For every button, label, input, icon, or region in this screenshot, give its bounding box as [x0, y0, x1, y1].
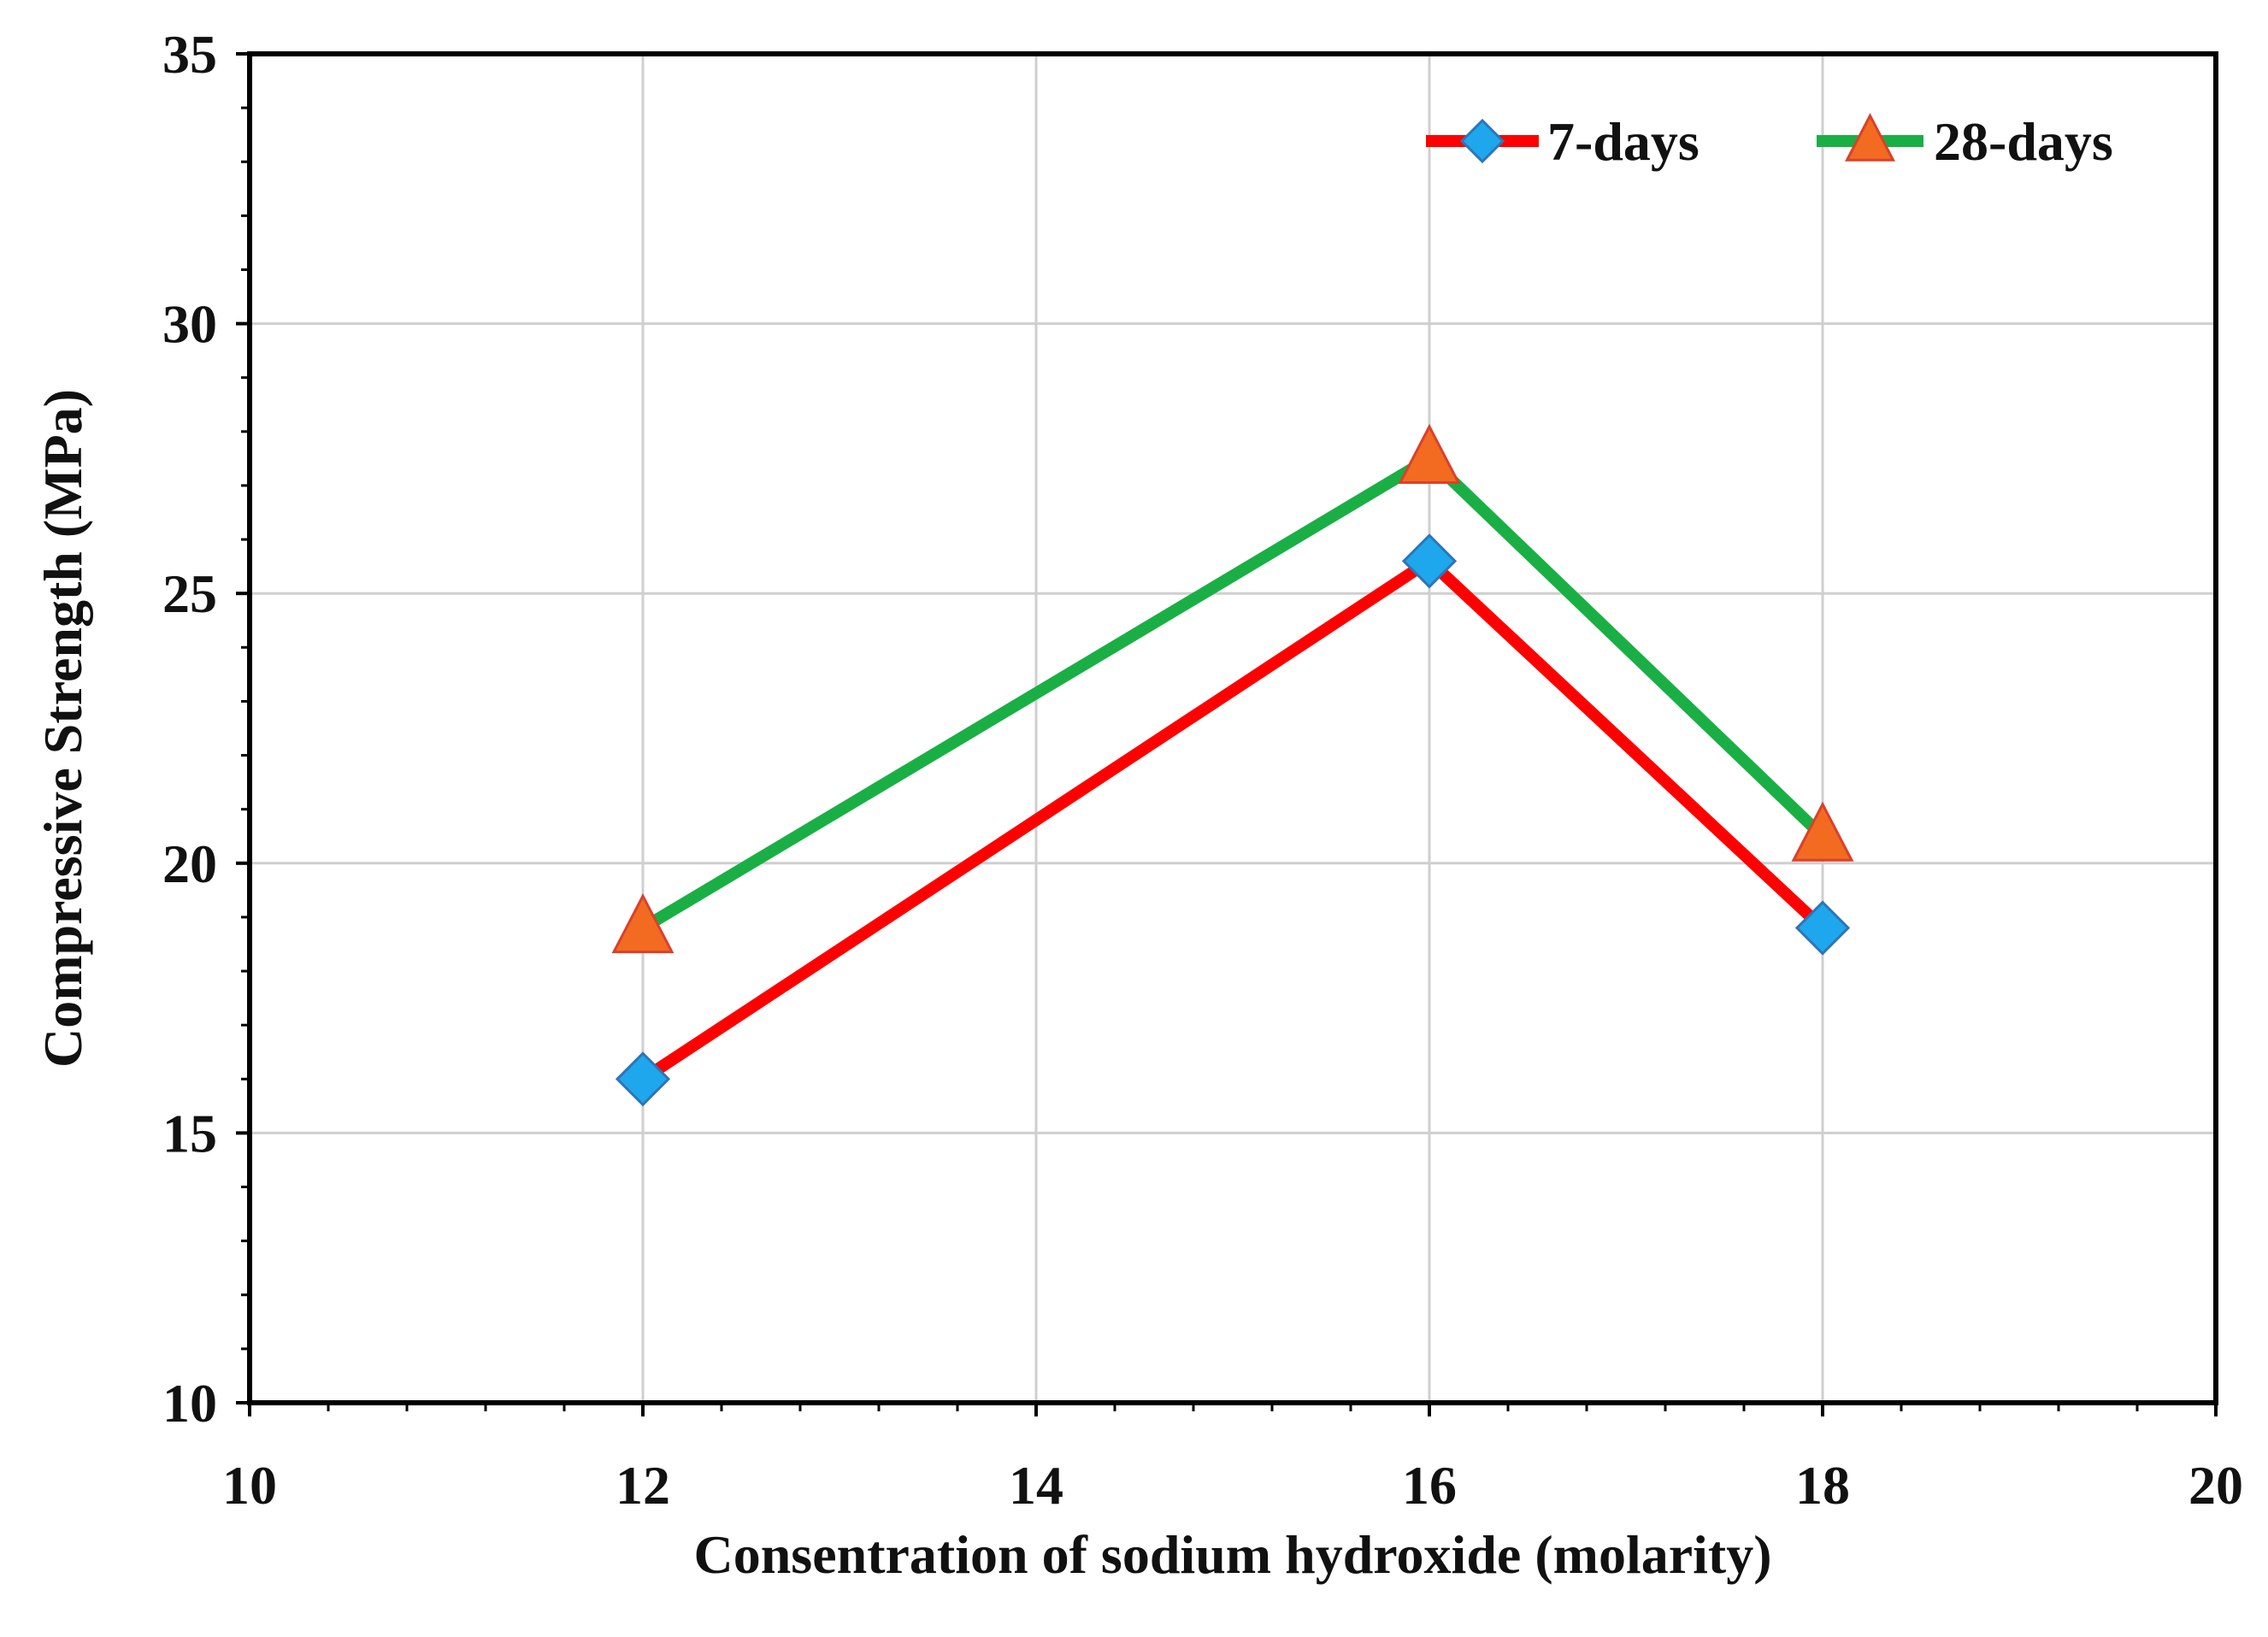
y-tick-label-15: 15	[162, 1103, 217, 1163]
data-markers	[611, 423, 1854, 1107]
x-tick-label-10: 10	[222, 1455, 277, 1516]
y-tick-label-10: 10	[162, 1373, 217, 1434]
y-axis-title: Compressive Strength (MPa)	[32, 389, 93, 1068]
data-point-7-days-12	[615, 1051, 671, 1107]
data-point-7-days-18	[1794, 900, 1851, 956]
legend-entry-7-days: 7-days	[1426, 111, 1700, 172]
legend-label-28-days: 28-days	[1934, 111, 2113, 172]
minor-ticks	[241, 106, 2139, 1411]
x-tick-label-12: 12	[616, 1455, 670, 1516]
x-tick-label-18: 18	[1795, 1455, 1850, 1516]
x-tick-label-14: 14	[1009, 1455, 1063, 1516]
data-point-7-days-16	[1401, 533, 1458, 589]
y-tick-label-30: 30	[162, 294, 217, 355]
y-axis-tick-labels: 10 15 20 25 30 35	[162, 24, 217, 1434]
legend-label-7-days: 7-days	[1547, 111, 1700, 172]
grid-lines	[250, 54, 2216, 1403]
legend-entry-28-days: 28-days	[1817, 111, 2113, 172]
major-ticks	[236, 52, 2218, 1416]
data-point-28-days-12	[611, 892, 675, 954]
x-axis-title: Consentration of sodium hydroxide (molar…	[693, 1524, 1771, 1585]
legend-marker-7-days	[1459, 118, 1505, 164]
data-point-28-days-18	[1791, 801, 1854, 862]
x-tick-label-20: 20	[2188, 1455, 2243, 1516]
x-axis-tick-labels: 10 12 14 16 18 20	[222, 1455, 2243, 1516]
legend-marker-28-days	[1845, 113, 1895, 162]
x-tick-label-16: 16	[1402, 1455, 1457, 1516]
chart-legend: 7-days 28-days	[1426, 111, 2113, 172]
series-lines	[639, 450, 1827, 1085]
y-tick-label-35: 35	[162, 24, 217, 85]
plot-area-frame	[247, 51, 2218, 1405]
y-tick-label-25: 25	[162, 563, 217, 624]
y-tick-label-20: 20	[162, 833, 217, 894]
data-point-28-days-16	[1398, 423, 1461, 484]
